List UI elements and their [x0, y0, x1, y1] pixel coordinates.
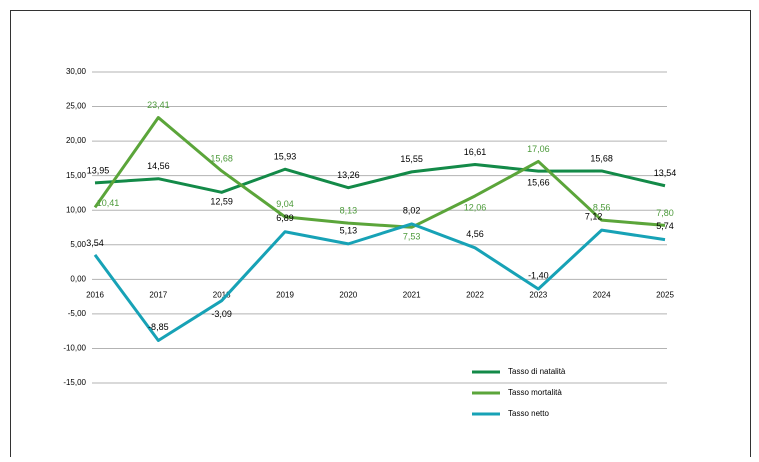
x-tick-label: 2025	[656, 290, 674, 299]
data-label: 4,56	[466, 229, 484, 239]
data-label: 15,93	[274, 152, 297, 162]
y-tick-label: 25,00	[66, 102, 87, 111]
x-tick-label: 2024	[593, 290, 611, 299]
data-label: 13,54	[654, 168, 677, 178]
x-tick-label: 2020	[339, 290, 357, 299]
frame	[10, 10, 751, 457]
data-label: 6,89	[276, 213, 294, 223]
x-tick-label: 2017	[149, 290, 167, 299]
series-line	[93, 116, 666, 229]
x-tick-label: 2021	[403, 290, 421, 299]
data-label: 15,68	[590, 153, 613, 163]
data-label: 5,74	[656, 221, 674, 231]
x-tick-label: 2022	[466, 290, 484, 299]
series-line	[93, 222, 666, 342]
data-label: 7,80	[656, 208, 674, 218]
data-label: 8,13	[340, 206, 358, 216]
series-line	[94, 163, 666, 194]
x-tick-label: 2016	[86, 290, 104, 299]
data-label: 14,56	[147, 161, 170, 171]
data-label: 15,66	[527, 177, 550, 187]
data-label: -3,09	[211, 309, 232, 319]
legend-label: Tasso netto	[508, 409, 549, 418]
y-tick-label: -15,00	[63, 378, 86, 387]
data-label: 12,59	[210, 197, 233, 207]
data-label: -1,40	[528, 270, 549, 280]
data-label: 13,95	[87, 165, 110, 175]
x-tick-label: 2018	[213, 290, 231, 299]
data-label: 7,53	[403, 232, 421, 242]
y-tick-label: 15,00	[66, 171, 87, 180]
y-tick-label: 5,00	[70, 240, 86, 249]
data-label: 15,55	[400, 154, 423, 164]
data-label: 15,68	[210, 153, 233, 163]
y-tick-label: 30,00	[66, 67, 87, 76]
y-tick-label: 0,00	[70, 274, 86, 283]
data-label: 16,61	[464, 147, 487, 157]
data-label: 23,41	[147, 100, 170, 110]
data-label: 7,12	[585, 212, 603, 222]
y-tick-label: -5,00	[68, 309, 87, 318]
data-label: 5,13	[340, 225, 358, 235]
data-label: 10,41	[97, 198, 120, 208]
data-label: 3,54	[86, 238, 104, 248]
y-tick-label: 20,00	[66, 136, 87, 145]
legend-label: Tasso mortalità	[508, 388, 562, 397]
x-tick-label: 2019	[276, 290, 294, 299]
data-label: 12,06	[464, 202, 487, 212]
data-label: 9,04	[276, 199, 294, 209]
x-tick-label: 2023	[529, 290, 547, 299]
data-label: -8,85	[148, 322, 169, 332]
data-label: 13,26	[337, 170, 360, 180]
data-label: 8,56	[593, 203, 611, 213]
data-label: 17,06	[527, 144, 550, 154]
legend-label: Tasso di natalità	[508, 367, 566, 376]
y-tick-label: 10,00	[66, 205, 87, 214]
y-tick-label: -10,00	[63, 344, 86, 353]
data-label: 8,02	[403, 205, 421, 215]
